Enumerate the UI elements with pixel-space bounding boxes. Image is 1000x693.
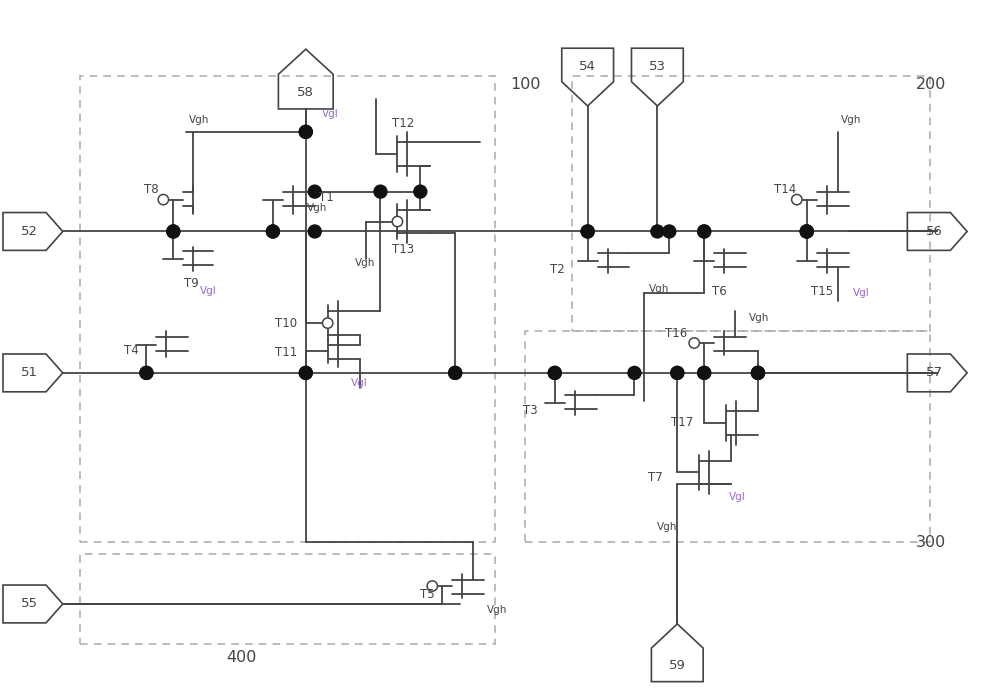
Text: Vgh: Vgh	[749, 313, 769, 323]
Text: T7: T7	[648, 471, 663, 484]
Circle shape	[548, 367, 561, 379]
Circle shape	[651, 225, 664, 238]
Text: 53: 53	[649, 60, 666, 73]
Text: T10: T10	[275, 317, 297, 330]
Text: T6: T6	[712, 285, 726, 298]
Circle shape	[548, 367, 561, 379]
Text: 54: 54	[579, 60, 596, 73]
Circle shape	[792, 195, 802, 204]
Text: T16: T16	[665, 326, 687, 340]
Text: T2: T2	[550, 263, 565, 276]
Circle shape	[581, 225, 594, 238]
Text: 56: 56	[926, 225, 943, 238]
Circle shape	[299, 367, 312, 379]
Circle shape	[140, 367, 153, 379]
Circle shape	[449, 367, 462, 379]
Circle shape	[671, 367, 684, 379]
Text: 57: 57	[926, 367, 943, 379]
Text: Vgh: Vgh	[841, 115, 862, 125]
Text: T1: T1	[319, 191, 333, 204]
Text: T3: T3	[523, 404, 537, 417]
Text: T5: T5	[420, 588, 435, 601]
Circle shape	[299, 367, 312, 379]
Circle shape	[698, 367, 711, 379]
Circle shape	[374, 185, 387, 198]
Circle shape	[800, 225, 813, 238]
Circle shape	[698, 367, 711, 379]
Circle shape	[751, 367, 764, 379]
Circle shape	[751, 367, 764, 379]
Circle shape	[689, 337, 699, 348]
Circle shape	[414, 185, 427, 198]
Text: 58: 58	[297, 86, 314, 98]
Text: T17: T17	[671, 416, 693, 429]
Circle shape	[698, 225, 711, 238]
Circle shape	[299, 125, 312, 139]
Text: 300: 300	[916, 535, 946, 550]
Circle shape	[299, 125, 312, 139]
Circle shape	[167, 225, 180, 238]
Text: T14: T14	[774, 183, 796, 196]
Circle shape	[698, 225, 711, 238]
Text: Vgl: Vgl	[729, 493, 745, 502]
Circle shape	[308, 225, 321, 238]
Text: T15: T15	[811, 285, 833, 298]
Text: Vgh: Vgh	[487, 605, 507, 615]
Circle shape	[266, 225, 279, 238]
Text: T12: T12	[392, 117, 415, 130]
Circle shape	[671, 367, 684, 379]
Circle shape	[392, 216, 403, 227]
Text: Vgl: Vgl	[853, 288, 870, 298]
Circle shape	[167, 225, 180, 238]
Text: 52: 52	[21, 225, 38, 238]
Circle shape	[628, 367, 641, 379]
Text: Vgh: Vgh	[657, 523, 678, 532]
Text: Vgl: Vgl	[322, 109, 339, 119]
Text: Vgh: Vgh	[649, 284, 670, 295]
Text: T13: T13	[392, 243, 414, 256]
Text: T8: T8	[144, 183, 159, 196]
Text: T11: T11	[275, 346, 297, 360]
Text: T4: T4	[124, 344, 139, 358]
Text: Vgh: Vgh	[355, 258, 376, 268]
Circle shape	[800, 225, 813, 238]
Circle shape	[800, 225, 813, 238]
Circle shape	[323, 318, 333, 328]
Text: Vgl: Vgl	[351, 378, 368, 388]
Text: 200: 200	[916, 76, 946, 91]
Circle shape	[308, 185, 321, 198]
Text: 55: 55	[21, 597, 38, 611]
Circle shape	[449, 367, 462, 379]
Text: 400: 400	[226, 650, 256, 665]
Circle shape	[140, 367, 153, 379]
Text: Vgh: Vgh	[307, 202, 327, 213]
Circle shape	[158, 195, 169, 204]
Text: 51: 51	[21, 367, 38, 379]
Text: T9: T9	[184, 277, 199, 290]
Circle shape	[427, 581, 437, 591]
Circle shape	[581, 225, 594, 238]
Circle shape	[663, 225, 676, 238]
Text: 100: 100	[510, 76, 540, 91]
Text: 59: 59	[669, 659, 686, 672]
Text: Vgh: Vgh	[189, 115, 209, 125]
Circle shape	[751, 367, 764, 379]
Text: Vgl: Vgl	[200, 286, 217, 296]
Circle shape	[266, 225, 279, 238]
